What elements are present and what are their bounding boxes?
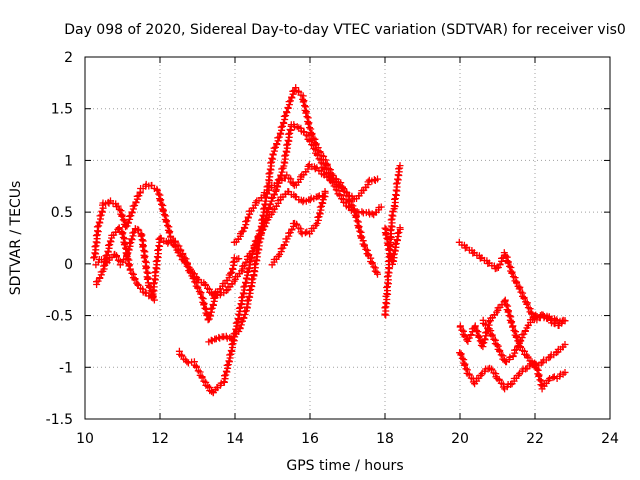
x-tick-labels: 10 12 14 16 18 20 22 24 <box>76 431 619 447</box>
plus-markers <box>268 187 329 269</box>
x-axis-label: GPS time / hours <box>286 458 403 474</box>
plus-markers <box>230 161 381 246</box>
y-tick-label: -1.5 <box>46 412 73 428</box>
y-tick-label: 2 <box>64 50 73 66</box>
series-track-13 <box>456 349 569 393</box>
series-track-4 <box>175 84 381 397</box>
series-track-5 <box>205 121 385 346</box>
chart-title: Day 098 of 2020, Sidereal Day-to-day VTE… <box>64 22 626 38</box>
y-tick-label: -1 <box>59 360 73 376</box>
plus-markers <box>90 180 243 324</box>
x-tick-label: 18 <box>376 431 394 447</box>
plus-markers <box>93 224 254 302</box>
plus-markers <box>205 121 385 346</box>
series-track-10 <box>381 224 404 268</box>
data-marks <box>90 84 569 397</box>
y-tick-labels: 2 1.5 1 0.5 0 -0.5 -1 -1.5 <box>46 50 73 428</box>
plus-markers <box>381 224 404 268</box>
plus-markers <box>92 225 158 304</box>
y-tick-label: -0.5 <box>46 309 73 325</box>
series-track-6 <box>230 161 381 246</box>
x-tick-label: 20 <box>451 431 469 447</box>
x-tick-label: 10 <box>76 431 94 447</box>
series-track-3 <box>92 225 158 304</box>
series-track-2 <box>93 224 254 302</box>
x-tick-label: 24 <box>601 431 619 447</box>
y-tick-label: 0.5 <box>51 205 73 221</box>
series-track-7 <box>250 188 329 252</box>
x-tick-label: 12 <box>151 431 169 447</box>
x-tick-label: 16 <box>301 431 319 447</box>
series-track-1 <box>90 180 243 324</box>
plus-markers <box>455 238 569 325</box>
y-tick-label: 1.5 <box>51 102 73 118</box>
plus-markers <box>250 188 329 252</box>
y-tick-label: 0 <box>64 257 73 273</box>
plus-markers <box>175 84 381 397</box>
plus-markers <box>456 349 569 393</box>
series-track-8 <box>268 187 329 269</box>
y-tick-label: 1 <box>64 153 73 169</box>
x-tick-label: 22 <box>526 431 544 447</box>
axis-ticks <box>84 56 611 420</box>
plus-markers <box>479 311 569 366</box>
plot-frame <box>84 56 611 420</box>
series-track-14 <box>479 311 569 366</box>
y-axis-label: SDTVAR / TECUs <box>8 181 24 296</box>
x-tick-label: 14 <box>226 431 244 447</box>
series-track-11 <box>455 238 569 325</box>
